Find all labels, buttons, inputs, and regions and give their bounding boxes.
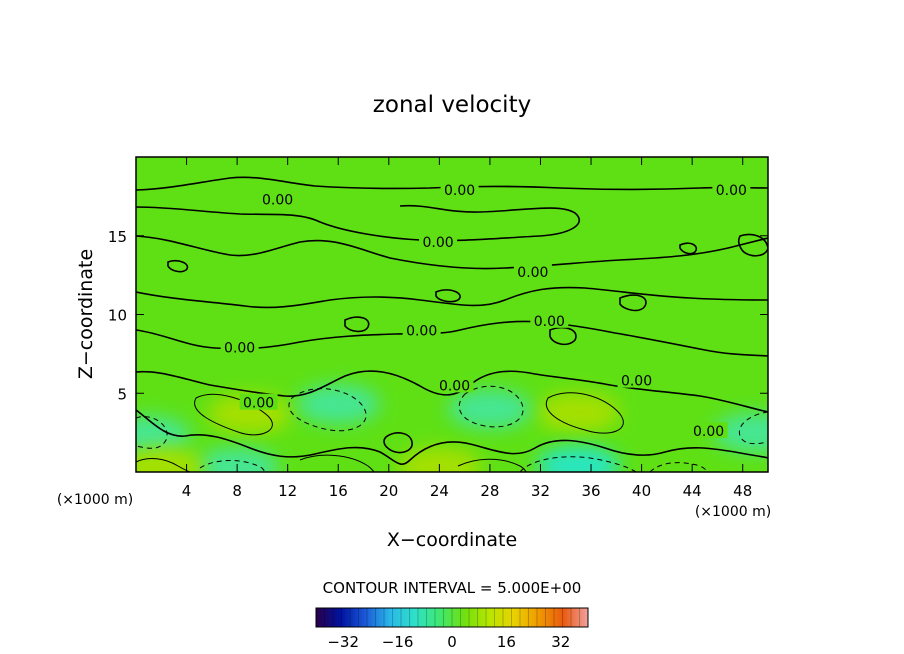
- x-axis-label: X−coordinate: [387, 529, 517, 551]
- colorbar-frame: [315, 607, 589, 628]
- contour-zero-closed-d: [167, 259, 189, 273]
- x-tick-label: 20: [379, 482, 398, 500]
- contour-zero-mid: [136, 286, 768, 309]
- x-unit-left: (×1000 m): [57, 492, 133, 508]
- contour-label-bg: [530, 311, 569, 328]
- contour-zero-closed-f: [737, 233, 768, 257]
- x-tick-label: 16: [329, 482, 348, 500]
- x-tick-label: 24: [430, 482, 449, 500]
- contour-negative-g: [649, 462, 709, 472]
- colorbar-tick-label: −16: [382, 633, 414, 651]
- contour-negative-lines: [136, 385, 768, 472]
- contour-zero-closed-b: [344, 316, 370, 333]
- colorbar-segments: [324, 608, 580, 627]
- colorbar-tick-label: −32: [327, 633, 359, 651]
- contour-label: 0.00: [444, 183, 475, 199]
- y-tick-label: 15: [108, 228, 127, 246]
- contour-label-bg: [402, 321, 441, 338]
- field-anomaly-negative-2: [296, 384, 381, 425]
- contour-label: 0.00: [262, 193, 293, 209]
- contour-label-bg: [419, 233, 458, 250]
- x-tick-label: 44: [683, 482, 702, 500]
- contour-negative-d: [738, 411, 768, 445]
- contour-zero-closed-g: [679, 242, 698, 255]
- contour-label: 0.00: [224, 341, 255, 357]
- contour-negative-c: [136, 416, 168, 449]
- x-tick-label: 40: [632, 482, 651, 500]
- x-tick-label: 28: [480, 482, 499, 500]
- contour-negative-f: [519, 456, 637, 472]
- contour-positive-bottom-mid: [299, 454, 375, 472]
- contour-label-bg: [258, 190, 297, 207]
- x-tick-label: 32: [531, 482, 550, 500]
- contour-zero-band-b: [136, 235, 768, 270]
- y-axis-label: Z−coordinate: [75, 249, 97, 379]
- field-anomaly-negative-7: [536, 445, 621, 472]
- contour-interval-text: CONTOUR INTERVAL = 5.000E+00: [323, 579, 582, 597]
- contour-zero-closed-c: [619, 294, 647, 312]
- contour-label: 0.00: [534, 314, 565, 330]
- contour-zero-closed-a: [383, 432, 413, 454]
- plot-area: 0.00 0.00 0.00 0.00 0.00 0.00 0.00 0.00 0.00 0.00…: [136, 157, 768, 472]
- colorbar: −32 −16 0 16 32: [315, 607, 589, 651]
- colorbar-gradient: [316, 608, 588, 627]
- contour-label: 0.00: [243, 396, 274, 412]
- contour-label: 0.00: [423, 235, 454, 251]
- field-anomaly-positive-1: [536, 392, 621, 433]
- contour-label-bg: [435, 376, 474, 393]
- contour-zero-bottom: [136, 409, 768, 465]
- colorbar-tick-label: 0: [447, 633, 457, 651]
- y-tick-label: 10: [108, 307, 127, 325]
- contour-zero-band-a: [136, 204, 581, 242]
- colorbar-tick-labels: −32 −16 0 16 32: [327, 633, 570, 651]
- chart-title: zonal velocity: [373, 92, 531, 118]
- contour-positive-bottom-r: [457, 458, 527, 472]
- y-tick-label: 5: [117, 385, 127, 403]
- x-tick-label: 12: [278, 482, 297, 500]
- y-axis-ticks: 5 10 15: [108, 228, 768, 403]
- contour-lines: [136, 176, 768, 472]
- colorbar-tick-label: 32: [551, 633, 570, 651]
- contour-label-bg: [440, 181, 479, 198]
- contour-label: 0.00: [693, 424, 724, 440]
- contour-negative-e: [199, 460, 266, 472]
- contour-labels: 0.00 0.00 0.00 0.00 0.00 0.00 0.00 0.00 0.00 0.00…: [220, 181, 751, 440]
- contour-label-bg: [689, 422, 728, 439]
- contour-label: 0.00: [517, 265, 548, 281]
- x-axis-ticks: 4 8 12 16 20 24 28 32 36 40 44 48: [182, 157, 752, 500]
- x-tick-label: 48: [733, 482, 752, 500]
- contour-label-bg: [712, 181, 751, 198]
- contour-zero-lower: [136, 370, 768, 413]
- contour-label: 0.00: [716, 183, 747, 199]
- contour-label-bg: [220, 338, 259, 355]
- colorbar-tick-label: 16: [497, 633, 516, 651]
- field-anomaly-negative-4: [136, 415, 191, 456]
- contour-negative-b: [458, 385, 524, 428]
- contour-label: 0.00: [439, 378, 470, 394]
- contour-label: 0.00: [621, 374, 652, 390]
- x-unit-right: (×1000 m): [695, 504, 771, 520]
- contour-zero-closed-e: [435, 289, 461, 303]
- contour-zero-top: [136, 176, 768, 191]
- field-anomalies: [136, 384, 768, 472]
- contour-positive-right: [545, 392, 624, 434]
- contour-positive-left: [194, 393, 273, 436]
- contour-label-bg: [617, 371, 656, 388]
- contour-label-bg: [239, 393, 278, 410]
- x-tick-label: 8: [232, 482, 242, 500]
- contour-negative-a: [288, 388, 367, 432]
- x-tick-label: 4: [182, 482, 192, 500]
- contour-label: 0.00: [406, 323, 437, 339]
- contour-label-bg: [513, 262, 552, 279]
- field-anomaly-negative-6: [195, 447, 280, 472]
- x-tick-label: 36: [581, 482, 600, 500]
- field-anomaly-negative-3: [447, 389, 532, 429]
